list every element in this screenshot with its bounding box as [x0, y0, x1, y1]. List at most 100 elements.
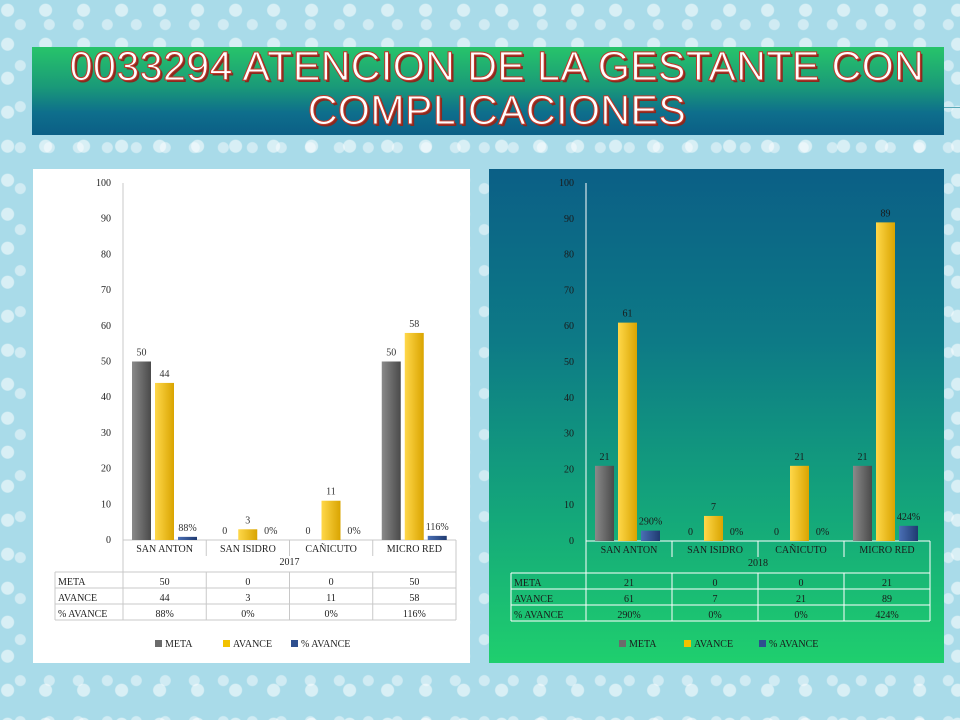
table-cell: 21 — [882, 578, 892, 589]
bar-avance-2 — [790, 465, 809, 541]
y-tick-label: 30 — [564, 429, 574, 440]
data-label: 0% — [347, 526, 360, 537]
legend-swatch-1 — [223, 640, 230, 647]
table-cell: 88% — [155, 609, 173, 620]
y-tick-label: 60 — [101, 321, 111, 332]
bar--avance-0 — [641, 530, 660, 541]
data-label: 7 — [711, 502, 716, 513]
legend-swatch-2 — [759, 640, 766, 647]
table-cell: 21 — [624, 578, 634, 589]
x-category-label: CAÑICUTO — [775, 544, 826, 556]
data-label: 50 — [386, 348, 396, 359]
data-label: 21 — [858, 452, 868, 463]
table-cell: 424% — [875, 610, 898, 621]
data-label: 0 — [306, 526, 311, 537]
y-tick-label: 20 — [564, 464, 574, 475]
y-tick-label: 70 — [564, 285, 574, 296]
x-category-label: MICRO RED — [387, 544, 442, 555]
bar-avance-1 — [238, 529, 258, 540]
table-row-label: META — [514, 578, 542, 589]
bar-meta-0 — [595, 465, 614, 541]
data-label: 0 — [222, 526, 227, 537]
data-label: 11 — [326, 487, 336, 498]
y-tick-label: 0 — [106, 535, 111, 546]
bar-meta-0 — [132, 361, 151, 540]
y-tick-label: 90 — [101, 214, 111, 225]
data-label: 0% — [730, 527, 743, 538]
data-label: 116% — [426, 522, 449, 533]
y-tick-label: 30 — [101, 428, 111, 439]
bar-meta-3 — [853, 465, 872, 541]
bar-meta-3 — [381, 361, 401, 540]
data-label: 3 — [245, 515, 250, 526]
data-label: 61 — [623, 309, 633, 320]
table-cell: 89 — [882, 594, 892, 605]
table-cell: 0% — [324, 609, 337, 620]
chart-2018: 0 10 20 30 40 50 60 70 80 90 100 21 0 0 21 61 7 21 89 290% 0… — [510, 178, 931, 650]
table-row-label: META — [58, 577, 86, 588]
table-row-label: AVANCE — [58, 593, 97, 604]
data-label: 44 — [160, 369, 170, 380]
table-cell: 290% — [617, 610, 640, 621]
y-tick-label: 40 — [101, 392, 111, 403]
bar-avance-3 — [404, 332, 424, 540]
legend-label: % AVANCE — [301, 639, 350, 650]
table-cell: 0 — [329, 577, 334, 588]
data-label: 58 — [409, 319, 419, 330]
table-cell: 7 — [713, 594, 718, 605]
y-tick-label: 50 — [564, 357, 574, 368]
y-tick-label: 90 — [564, 214, 574, 225]
data-label: 89 — [881, 208, 891, 219]
legend-swatch-1 — [684, 640, 691, 647]
table-cell: 116% — [403, 609, 426, 620]
legend-swatch-2 — [291, 640, 298, 647]
data-label: 0% — [816, 527, 829, 538]
data-label: 88% — [178, 523, 196, 534]
x-category-label: CAÑICUTO — [305, 543, 356, 555]
title-divider-line — [944, 107, 960, 108]
y-tick-label: 80 — [564, 250, 574, 261]
x-category-label: SAN ANTON — [136, 544, 193, 555]
y-tick-label: 70 — [101, 285, 111, 296]
bar--avance-3 — [427, 535, 447, 540]
x-category-label: MICRO RED — [859, 545, 914, 556]
legend-swatch-0 — [619, 640, 626, 647]
table-cell: 0 — [799, 578, 804, 589]
table-cell: 0% — [241, 609, 254, 620]
data-label: 21 — [600, 452, 610, 463]
bar-avance-3 — [876, 222, 895, 541]
y-tick-label: 10 — [564, 500, 574, 511]
table-cell: 0% — [794, 610, 807, 621]
table-cell: 3 — [245, 593, 250, 604]
group-label: 2017 — [280, 557, 300, 568]
bar-avance-0 — [618, 322, 637, 541]
bar-avance-1 — [704, 515, 723, 541]
bar-avance-2 — [321, 500, 341, 540]
table-row-label: % AVANCE — [514, 610, 563, 621]
legend-label: AVANCE — [694, 639, 733, 650]
y-tick-label: 40 — [564, 393, 574, 404]
group-label: 2018 — [748, 558, 768, 569]
chart-panel-2017: 0 10 20 30 40 50 60 70 80 90 100 50 0 0 50 44 3 11 58 88% 0%… — [33, 169, 470, 663]
data-label: 0% — [264, 526, 277, 537]
y-tick-label: 20 — [101, 464, 111, 475]
y-tick-label: 60 — [564, 321, 574, 332]
data-label: 21 — [795, 452, 805, 463]
y-tick-label: 80 — [101, 249, 111, 260]
legend-label: META — [629, 639, 657, 650]
table-cell: 21 — [796, 594, 806, 605]
title-banner — [32, 47, 944, 135]
table-row-label: % AVANCE — [58, 609, 107, 620]
table-cell: 0% — [708, 610, 721, 621]
data-label: 424% — [897, 512, 920, 523]
slide-title: 0033294 ATENCION DE LA GESTANTE CON COMP… — [69, 43, 925, 133]
data-label: 0 — [688, 527, 693, 538]
data-label: 0 — [774, 527, 779, 538]
legend-label: % AVANCE — [769, 639, 818, 650]
y-tick-label: 100 — [559, 178, 574, 189]
y-tick-label: 10 — [101, 499, 111, 510]
y-tick-label: 50 — [101, 357, 111, 368]
bar--avance-0 — [178, 536, 197, 540]
chart-panel-2018: 0 10 20 30 40 50 60 70 80 90 100 21 0 0 21 61 7 21 89 290% 0… — [489, 169, 944, 663]
